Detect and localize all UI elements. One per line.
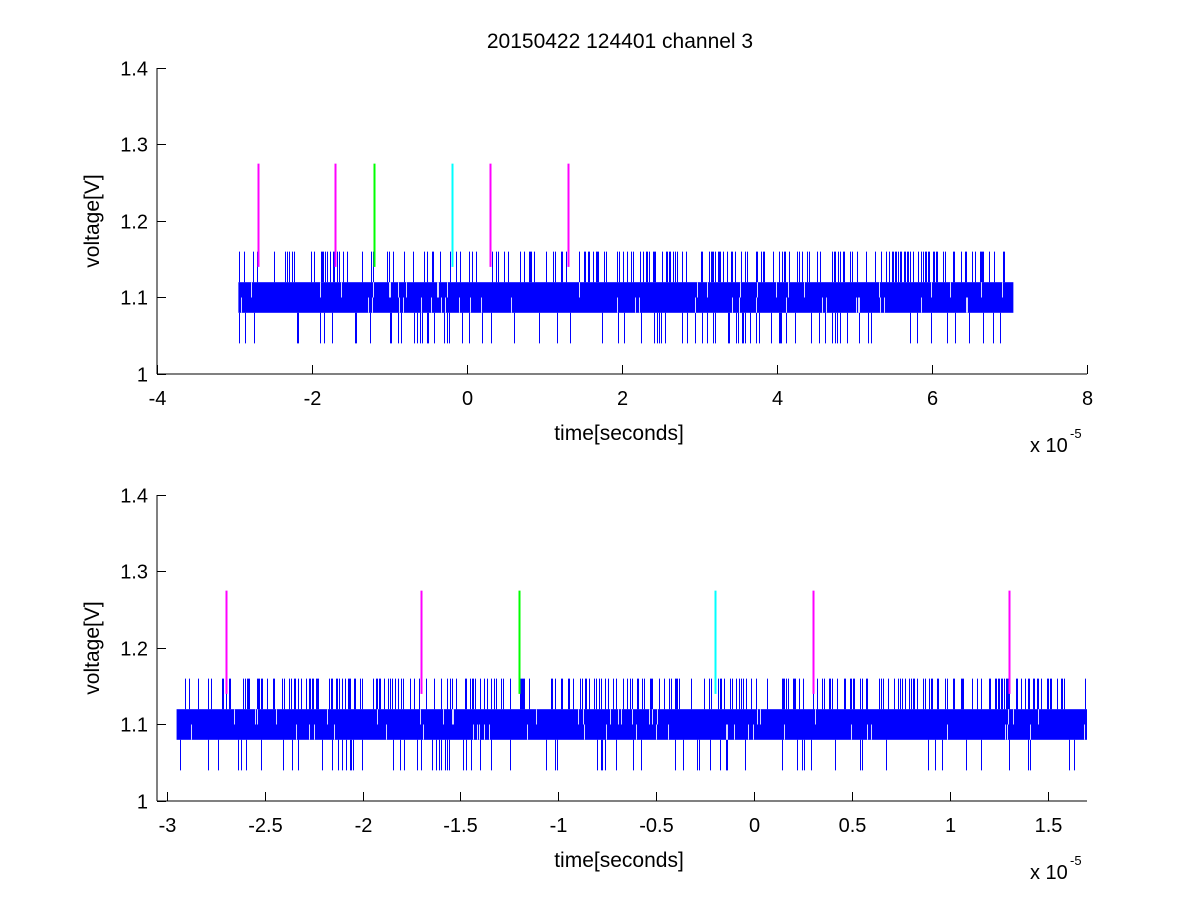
signal-band — [238, 282, 1014, 313]
x-axis-label: time[seconds] — [554, 849, 684, 872]
x-tick-label: -3 — [159, 815, 177, 837]
x-tick-label: 6 — [927, 388, 938, 410]
signal-band — [176, 709, 1087, 740]
x-tick-label: 1 — [945, 815, 956, 837]
y-tick-label: 1.1 — [120, 715, 148, 737]
x-tick-label: -2 — [304, 388, 322, 410]
y-tick-label: 1.3 — [120, 562, 148, 584]
x-exponent-label: x 10 — [1030, 862, 1068, 884]
x-exponent-power: -5 — [1070, 426, 1082, 441]
x-exponent-power: -5 — [1070, 853, 1082, 868]
x-tick-label: -4 — [149, 388, 167, 410]
y-tick-label: 1.2 — [120, 639, 148, 661]
signal-spikes — [239, 251, 1005, 344]
x-axis-label: time[seconds] — [554, 422, 684, 445]
x-tick-label: 4 — [772, 388, 783, 410]
y-tick-label: 1 — [137, 792, 148, 814]
x-tick-label: 1.5 — [1035, 815, 1063, 837]
signal-transitions — [191, 709, 1085, 740]
x-tick-label: 2 — [617, 388, 628, 410]
x-tick-label: -0.5 — [639, 815, 673, 837]
figure-title: 20150422 124401 channel 3 — [487, 30, 753, 53]
x-tick-label: 8 — [1082, 388, 1093, 410]
signal-transitions — [241, 282, 1003, 313]
top-subplot: -4 -2 0 2 4 6 8 1 1.1 1.2 1.3 1.4 time[seconds] volta… — [81, 59, 1093, 458]
y-tick-label: 1.4 — [120, 486, 148, 508]
x-tick-label: -2.5 — [248, 815, 282, 837]
x-tick-label: 0 — [462, 388, 473, 410]
x-tick-label: 0 — [749, 815, 760, 837]
x-tick-label: 0.5 — [839, 815, 867, 837]
y-tick-label: 1.3 — [120, 135, 148, 157]
y-tick-label: 1.1 — [120, 288, 148, 310]
y-axis-label: voltage[V] — [81, 174, 104, 267]
x-exponent-label: x 10 — [1030, 435, 1068, 457]
x-tick-label: -1 — [550, 815, 568, 837]
y-tick-label: 1.4 — [120, 59, 148, 81]
y-tick-label: 1.2 — [120, 212, 148, 234]
x-tick-label: -1.5 — [443, 815, 477, 837]
x-tick-label: -2 — [355, 815, 373, 837]
y-tick-label: 1 — [137, 365, 148, 387]
bottom-subplot: -3 -2.5 -2 -1.5 -1 -0.5 0 0.5 1 1.5 1 1.1 1.2 1.3 1.4 t… — [81, 486, 1087, 884]
signal-spikes — [180, 678, 1086, 771]
y-axis-label: voltage[V] — [81, 601, 104, 694]
